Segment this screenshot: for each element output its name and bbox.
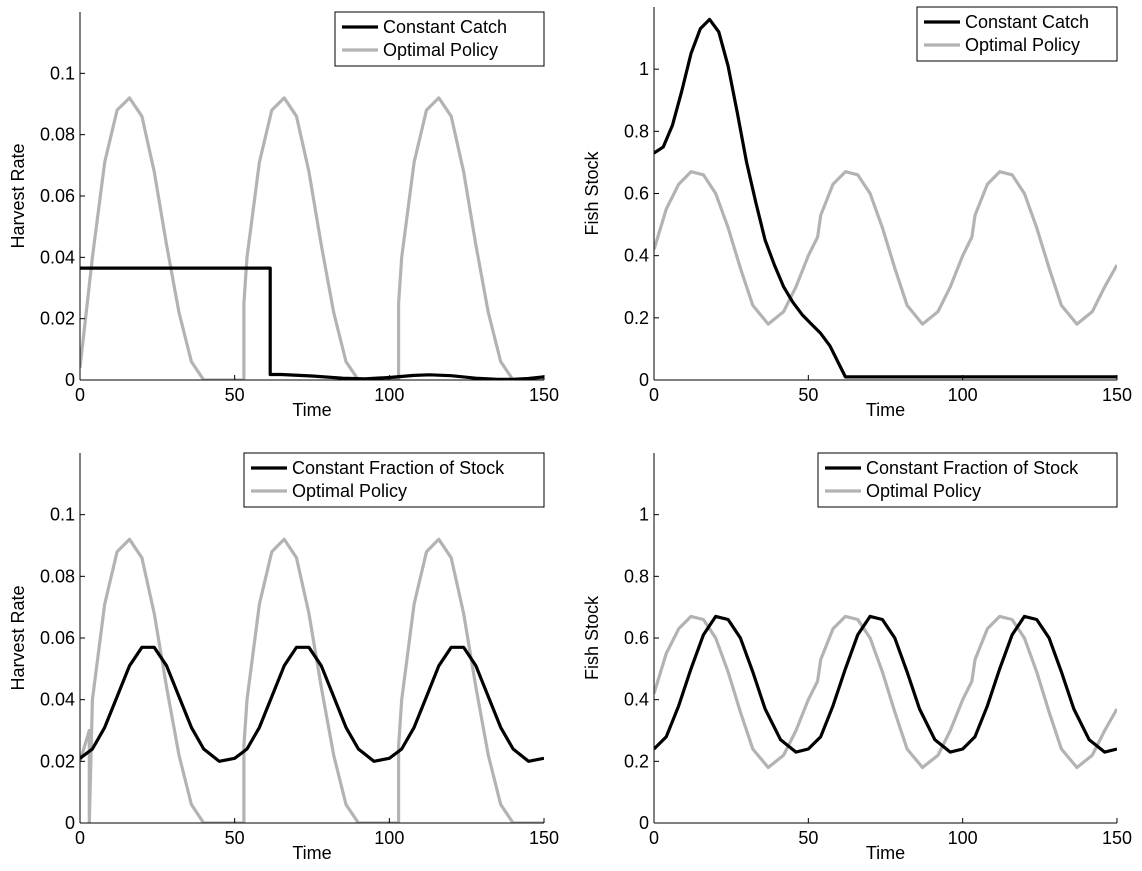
- x-tick-label: 0: [649, 385, 659, 405]
- y-tick-label: 0.4: [624, 690, 649, 710]
- legend-label: Constant Catch: [965, 12, 1089, 32]
- x-tick-label: 0: [75, 385, 85, 405]
- legend-box: [916, 6, 1118, 62]
- y-tick-label: 0.8: [624, 121, 649, 141]
- x-axis-label: Time: [866, 400, 905, 420]
- x-tick-label: 150: [1102, 828, 1132, 848]
- legend-box: [817, 452, 1118, 508]
- x-axis-label: Time: [866, 843, 905, 863]
- y-tick-label: 0.4: [624, 246, 649, 266]
- x-tick-label: 50: [798, 828, 818, 848]
- x-tick-label: 0: [649, 828, 659, 848]
- y-tick-label: 0.1: [50, 505, 75, 525]
- x-tick-label: 150: [529, 385, 559, 405]
- y-axis-label: Fish Stock: [582, 595, 602, 680]
- chart-panel-4: 0 50 100 150 0 0.2 0.4 0.6 0.8 1 Time Fish Stock Con…: [582, 452, 1132, 863]
- legend: Constant Fraction of Stock Optimal Policy: [817, 452, 1118, 508]
- y-tick-label: 1: [639, 505, 649, 525]
- y-tick-label: 0.04: [40, 247, 75, 267]
- y-tick-label: 0.04: [40, 690, 75, 710]
- y-tick-label: 0.6: [624, 628, 649, 648]
- legend: Constant Catch Optimal Policy: [916, 6, 1118, 62]
- chart-panel-1: 0 50 100 150 0 0.02 0.04 0.06 0.08 0.1 Time Harvest…: [8, 11, 559, 420]
- y-tick-label: 0.06: [40, 628, 75, 648]
- series-line-primary: [654, 17, 1117, 379]
- y-tick-label: 0.2: [624, 308, 649, 328]
- series-line-optimal-policy: [654, 614, 1117, 770]
- x-tick-label: 50: [225, 385, 245, 405]
- legend-label: Optimal Policy: [292, 481, 407, 501]
- legend: Constant Fraction of Stock Optimal Policy: [243, 452, 545, 508]
- x-tick-label: 50: [798, 385, 818, 405]
- y-tick-label: 1: [639, 59, 649, 79]
- x-tick-label: 100: [374, 385, 404, 405]
- x-axis-label: Time: [292, 400, 331, 420]
- legend-label: Optimal Policy: [965, 35, 1080, 55]
- y-axis-label: Harvest Rate: [8, 143, 28, 248]
- y-tick-label: 0.02: [40, 751, 75, 771]
- x-tick-label: 100: [948, 385, 978, 405]
- y-tick-label: 0.08: [40, 566, 75, 586]
- series-line-primary: [80, 266, 544, 380]
- legend-box: [243, 452, 545, 508]
- y-tick-label: 0: [639, 813, 649, 833]
- series-line-optimal-policy: [80, 537, 544, 823]
- y-tick-label: 0.1: [50, 63, 75, 83]
- series-line-primary: [654, 614, 1117, 754]
- legend-label: Constant Fraction of Stock: [866, 458, 1079, 478]
- y-tick-label: 0: [65, 370, 75, 390]
- series-line-primary: [80, 645, 544, 763]
- y-tick-label: 0.08: [40, 125, 75, 145]
- y-tick-label: 0.02: [40, 309, 75, 329]
- legend-label: Optimal Policy: [383, 40, 498, 60]
- y-tick-label: 0.06: [40, 186, 75, 206]
- legend: Constant Catch Optimal Policy: [334, 11, 545, 67]
- x-tick-label: 100: [948, 828, 978, 848]
- x-tick-label: 50: [225, 828, 245, 848]
- series-line-optimal-policy: [654, 170, 1117, 326]
- y-tick-label: 0: [65, 813, 75, 833]
- legend-label: Optimal Policy: [866, 481, 981, 501]
- series-line-optimal-policy: [80, 96, 544, 380]
- y-tick-label: 0.8: [624, 566, 649, 586]
- y-axis-label: Harvest Rate: [8, 585, 28, 690]
- chart-panel-3: 0 50 100 150 0 0.02 0.04 0.06 0.08 0.1 Time Harvest…: [8, 452, 559, 863]
- x-axis-label: Time: [292, 843, 331, 863]
- x-tick-label: 0: [75, 828, 85, 848]
- y-tick-label: 0.2: [624, 751, 649, 771]
- x-tick-label: 100: [374, 828, 404, 848]
- y-axis-label: Fish Stock: [582, 150, 602, 235]
- legend-label: Constant Fraction of Stock: [292, 458, 505, 478]
- legend-label: Constant Catch: [383, 17, 507, 37]
- y-tick-label: 0.6: [624, 184, 649, 204]
- x-tick-label: 150: [529, 828, 559, 848]
- legend-box: [334, 11, 545, 67]
- x-tick-label: 150: [1102, 385, 1132, 405]
- chart-panel-2: 0 50 100 150 0 0.2 0.4 0.6 0.8 1 Time Fish Stock Con…: [582, 6, 1132, 420]
- y-tick-label: 0: [639, 370, 649, 390]
